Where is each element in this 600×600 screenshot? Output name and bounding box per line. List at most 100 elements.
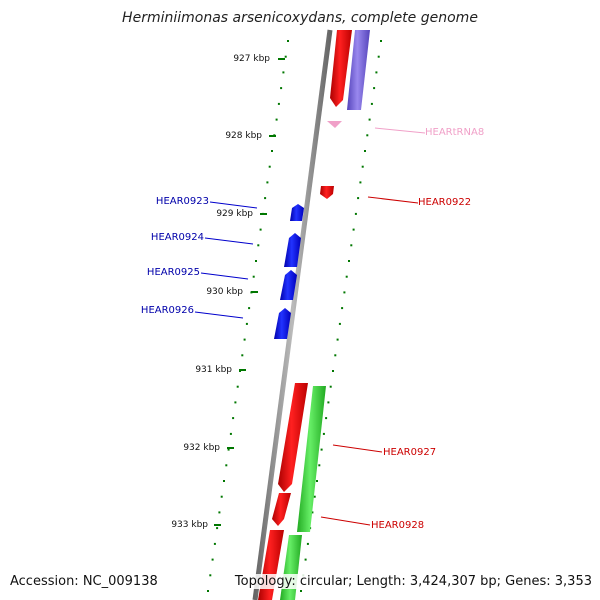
leader-hear0927 <box>332 444 383 453</box>
gene-block-green-upper[interactable] <box>297 386 326 532</box>
leader-hear0924 <box>204 237 254 245</box>
tick-dot <box>332 370 334 372</box>
label-hear0925[interactable]: HEAR0925 <box>147 267 200 278</box>
tick-dot <box>213 542 216 545</box>
tick-dot <box>370 102 373 105</box>
tick-dot <box>223 480 225 482</box>
tick-dot <box>236 385 239 388</box>
tick-dot <box>329 385 332 388</box>
gene-hear0925[interactable] <box>280 270 297 300</box>
gene-block-top-red[interactable] <box>330 30 352 107</box>
label-hear0926[interactable]: HEAR0926 <box>141 305 194 316</box>
tick-dot <box>318 464 321 467</box>
tick-dot <box>338 322 341 325</box>
tick-dot <box>241 354 244 357</box>
tick-mark-929 <box>260 213 267 215</box>
tick-dot <box>300 590 302 592</box>
tick-dot <box>306 542 309 545</box>
tick-dot <box>311 511 314 514</box>
leader-hear0928 <box>320 516 371 526</box>
tick-dot <box>255 260 257 262</box>
label-hear0927[interactable]: HEAR0927 <box>383 447 436 458</box>
gene-hear0927[interactable] <box>278 383 308 492</box>
tick-dot <box>380 40 382 42</box>
tick-dot <box>266 181 269 184</box>
right-tick-track <box>300 40 382 592</box>
tick-dot <box>259 228 262 231</box>
tick-dot <box>264 197 267 200</box>
tick-mark-928 <box>269 135 276 137</box>
gene-hear0923[interactable] <box>290 204 304 221</box>
tick-dot <box>277 102 280 105</box>
tick-dot <box>229 432 232 435</box>
tick-dot <box>284 55 287 58</box>
tick-dot <box>334 354 337 357</box>
tick-label-929: 929 kbp <box>216 209 253 219</box>
tick-dot <box>282 71 285 74</box>
tick-dot <box>275 118 278 121</box>
tick-dot <box>354 212 357 215</box>
tick-dot <box>252 275 255 278</box>
tick-dot <box>341 307 344 310</box>
tick-label-928: 928 kbp <box>225 131 262 141</box>
leader-hear0925 <box>200 272 249 280</box>
leader-hear0923 <box>209 201 258 209</box>
tick-dot <box>373 87 376 90</box>
label-hear0924[interactable]: HEAR0924 <box>151 232 204 243</box>
tick-dot <box>225 464 228 467</box>
tick-dot <box>350 244 353 247</box>
tick-dot <box>220 495 223 498</box>
tick-dot <box>227 448 230 451</box>
tick-dot <box>257 244 260 247</box>
tick-dot <box>280 87 283 90</box>
tick-dot <box>359 181 362 184</box>
tick-dot <box>209 574 212 577</box>
gene-hear0922[interactable] <box>320 186 334 199</box>
tick-dot <box>271 150 273 152</box>
tick-dot <box>232 417 235 420</box>
tick-dot <box>320 448 323 451</box>
accession-label: Accession: NC_009138 <box>8 574 160 589</box>
gene-block-green-lower[interactable] <box>280 535 302 600</box>
gene-hear0926[interactable] <box>274 308 291 339</box>
tick-mark-933 <box>214 524 221 526</box>
tick-dot <box>211 558 214 561</box>
tick-dot <box>348 260 350 262</box>
topology-label: Topology: circular; Length: 3,424,307 bp… <box>232 574 594 589</box>
label-hear0923[interactable]: HEAR0923 <box>156 196 209 207</box>
tick-dot <box>377 55 380 58</box>
tick-dot <box>336 338 339 341</box>
gene-hear0924[interactable] <box>284 233 301 267</box>
tick-dot <box>364 150 366 152</box>
tick-dot <box>325 417 328 420</box>
genome-backbone <box>252 29 333 600</box>
tick-dot <box>245 322 248 325</box>
tick-dot <box>375 71 378 74</box>
tick-dot <box>268 165 271 168</box>
tick-dot <box>368 118 371 121</box>
genome-title: Herminiimonas arsenicoxydans, complete g… <box>122 10 478 26</box>
tick-label-931: 931 kbp <box>195 365 232 375</box>
gene-hear0928[interactable] <box>272 493 291 526</box>
leader-hear-trna8 <box>374 127 426 134</box>
gene-block-top-purple[interactable] <box>347 30 370 110</box>
tick-mark-930 <box>251 291 258 293</box>
label-hear0922[interactable]: HEAR0922 <box>418 197 471 208</box>
leader-hear0926 <box>194 311 244 319</box>
tick-label-933: 933 kbp <box>171 520 208 530</box>
label-hear-trna8[interactable]: HEARtRNA8 <box>425 127 484 138</box>
tick-dot <box>352 228 355 231</box>
tick-dot <box>316 480 318 482</box>
tick-mark-932 <box>227 447 234 449</box>
tick-dot <box>322 432 325 435</box>
tick-label-927: 927 kbp <box>233 54 270 64</box>
tick-dot <box>234 401 237 404</box>
tick-dot <box>218 511 221 514</box>
tick-label-930: 930 kbp <box>206 287 243 297</box>
label-hear0928[interactable]: HEAR0928 <box>371 520 424 531</box>
tick-mark-927 <box>278 58 285 60</box>
gene-hear-trna8[interactable] <box>327 121 342 128</box>
tick-mark-931 <box>239 369 246 371</box>
tick-label-932: 932 kbp <box>183 443 220 453</box>
